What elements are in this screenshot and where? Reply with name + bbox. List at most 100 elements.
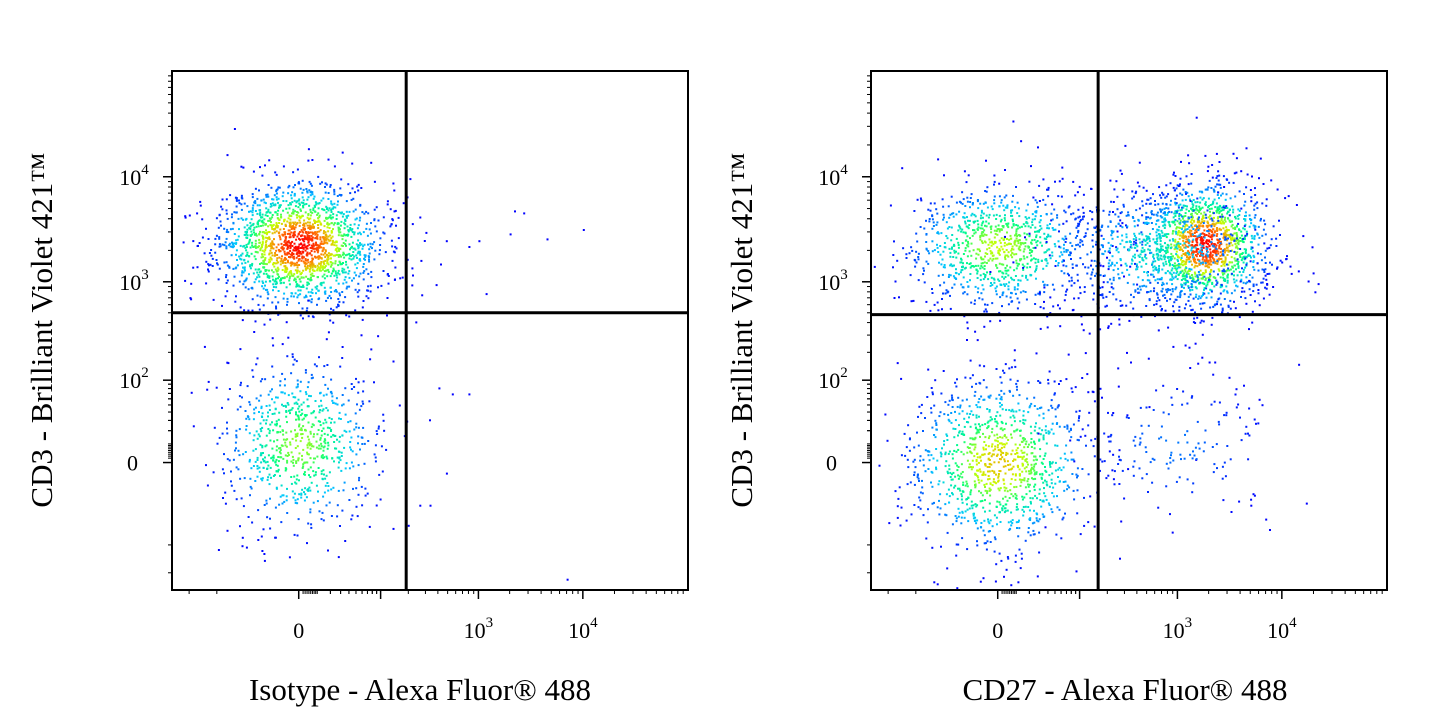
- event-dot: [309, 238, 311, 241]
- event-dot: [1075, 244, 1078, 247]
- event-dot: [1182, 234, 1185, 237]
- event-dot: [288, 283, 291, 286]
- event-dot: [1016, 212, 1019, 215]
- event-dot: [292, 186, 295, 189]
- event-dot: [1029, 266, 1032, 269]
- event-dot: [291, 245, 294, 247]
- event-dot: [993, 278, 996, 281]
- event-dot: [1217, 258, 1220, 261]
- event-dot: [1253, 237, 1256, 240]
- event-dot: [1198, 227, 1201, 230]
- event-dot: [391, 259, 394, 262]
- event-dot: [198, 242, 201, 244]
- event-dot: [241, 396, 243, 399]
- event-dot: [1178, 245, 1180, 248]
- event-dot: [327, 263, 330, 266]
- event-dot: [294, 247, 297, 250]
- event-dot: [311, 247, 314, 250]
- event-dot: [249, 227, 252, 230]
- event-dot: [294, 433, 297, 436]
- event-dot: [1179, 203, 1182, 206]
- event-dot: [293, 402, 296, 405]
- event-dot: [341, 253, 344, 256]
- event-dot: [329, 391, 332, 394]
- event-dot: [261, 253, 264, 256]
- event-dot: [269, 203, 272, 205]
- event-dot: [253, 408, 256, 411]
- event-dot: [316, 213, 319, 216]
- event-dot: [1164, 271, 1167, 274]
- event-dot: [327, 235, 330, 238]
- event-dot: [1224, 259, 1227, 262]
- event-dot: [282, 457, 285, 460]
- event-dot: [984, 190, 987, 192]
- event-dot: [293, 228, 296, 231]
- event-dot: [1141, 240, 1144, 243]
- event-dot: [936, 301, 939, 304]
- event-dot: [296, 432, 299, 435]
- event-dot: [265, 405, 268, 407]
- event-dot: [269, 439, 272, 442]
- event-dot: [306, 451, 309, 454]
- event-dot: [364, 255, 367, 258]
- event-dot: [988, 238, 991, 241]
- event-dot: [304, 222, 307, 225]
- event-dot: [1069, 241, 1072, 244]
- event-dot: [1109, 251, 1111, 254]
- event-dot: [1231, 265, 1234, 268]
- event-dot: [1039, 306, 1042, 309]
- event-dot: [226, 529, 229, 532]
- event-dot: [1238, 254, 1241, 257]
- event-dot: [330, 209, 333, 211]
- event-dot: [267, 415, 269, 418]
- event-dot: [289, 202, 292, 205]
- event-dot: [284, 268, 287, 271]
- event-dot: [915, 250, 918, 253]
- event-dot: [1236, 234, 1239, 237]
- event-dot: [282, 165, 285, 168]
- event-dot: [1023, 265, 1026, 268]
- event-dot: [1090, 251, 1092, 254]
- event-dot: [367, 289, 370, 292]
- event-dot: [979, 234, 982, 237]
- event-dot: [264, 245, 267, 248]
- event-dot: [1176, 270, 1179, 273]
- event-dot: [311, 223, 314, 226]
- event-dot: [329, 184, 332, 186]
- event-dot: [1002, 239, 1005, 241]
- event-dot: [386, 273, 389, 275]
- event-dot: [256, 437, 259, 440]
- event-dot: [271, 388, 273, 391]
- event-dot: [1182, 260, 1185, 263]
- event-dot: [313, 247, 316, 250]
- event-dot: [238, 202, 241, 205]
- event-dot: [341, 245, 344, 247]
- event-dot: [922, 267, 925, 270]
- event-dot: [1102, 265, 1105, 268]
- event-dot: [309, 246, 312, 249]
- event-dot: [271, 214, 274, 216]
- event-dot: [984, 274, 987, 277]
- event-dot: [1179, 223, 1182, 226]
- event-dot: [894, 280, 897, 283]
- event-dot: [1209, 251, 1212, 254]
- event-dot: [334, 260, 337, 263]
- event-dot: [303, 240, 306, 243]
- event-dot: [1204, 188, 1207, 191]
- event-dot: [1171, 232, 1174, 235]
- event-dot: [1164, 260, 1167, 263]
- event-dot: [359, 204, 362, 207]
- event-dot: [1207, 205, 1210, 207]
- event-dot: [936, 221, 939, 224]
- event-dot: [299, 380, 302, 383]
- event-dot: [1251, 250, 1254, 253]
- event-dot: [262, 304, 265, 307]
- event-dot: [337, 234, 340, 237]
- event-dot: [307, 438, 310, 441]
- event-dot: [392, 182, 395, 185]
- event-dot: [316, 269, 319, 272]
- event-dot: [1211, 164, 1214, 166]
- event-dot: [355, 217, 358, 220]
